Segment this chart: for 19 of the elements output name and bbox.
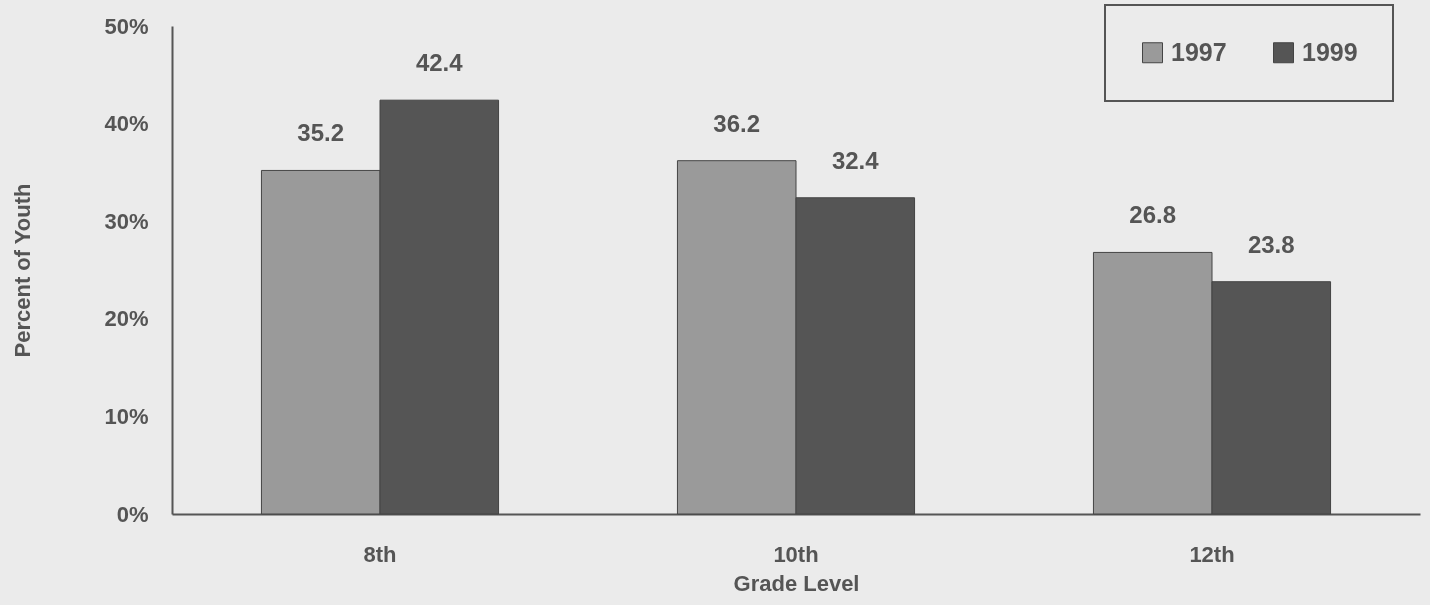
x-tick-label: 10th	[773, 541, 819, 567]
y-tick-label: 30%	[104, 208, 149, 234]
legend-label: 1997	[1171, 37, 1227, 66]
x-tick-label: 8th	[363, 541, 397, 567]
y-axis-title: Percent of Youth	[9, 183, 35, 358]
y-tick-label: 40%	[104, 111, 149, 137]
x-axis-title: Grade Level	[733, 570, 860, 596]
data-label: 32.4	[831, 146, 880, 174]
data-label: 26.8	[1129, 201, 1177, 229]
y-tick-label: 10%	[104, 403, 149, 429]
legend-label: 1999	[1302, 37, 1358, 66]
data-label: 35.2	[297, 119, 345, 147]
data-label: 23.8	[1247, 230, 1295, 258]
y-tick-label: 50%	[104, 13, 149, 39]
y-tick-label: 0%	[116, 501, 149, 527]
data-label: 36.2	[713, 109, 761, 137]
data-label: 42.4	[415, 49, 464, 77]
x-tick-label: 12th	[1189, 541, 1235, 567]
y-tick-label: 20%	[104, 306, 149, 332]
